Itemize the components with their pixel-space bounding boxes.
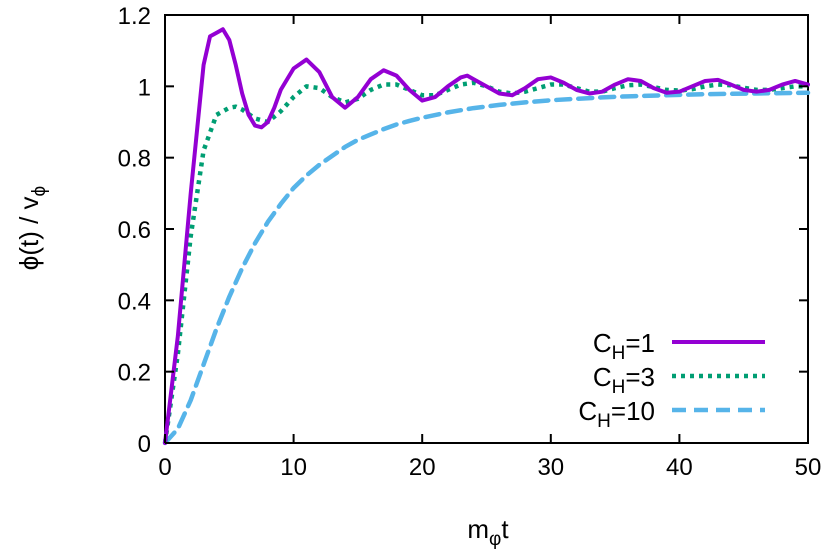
legend-label-2: CH=3 <box>593 362 655 398</box>
x-tick-label: 30 <box>537 454 564 481</box>
x-tick-label: 10 <box>280 454 307 481</box>
series-line-2 <box>162 80 808 444</box>
legend: CH=1CH=3CH=10 <box>578 328 765 432</box>
x-axis-title: mφt <box>467 514 509 550</box>
y-axis-title: ϕ(t) / vϕ <box>14 186 50 270</box>
y-tick-label: 0.4 <box>118 288 151 315</box>
y-tick-label: 0.6 <box>118 217 151 244</box>
x-tick-label: 40 <box>666 454 693 481</box>
x-tick-label: 50 <box>795 454 822 481</box>
x-tick-label: 20 <box>409 454 436 481</box>
y-tick-label: 1.2 <box>118 3 151 30</box>
x-tick-label: 0 <box>158 454 171 481</box>
y-tick-label: 0.2 <box>118 360 151 387</box>
ticks-layer: 0 10 20 30 40 50 0 0.2 0.4 0.6 0.8 1 1.2 <box>118 3 822 481</box>
y-tick-label: 1 <box>138 74 151 101</box>
series-line-3 <box>162 90 811 446</box>
legend-label-1: CH=1 <box>593 328 655 364</box>
y-tick-label: 0.8 <box>118 146 151 173</box>
series-layer <box>162 27 811 446</box>
y-tick-label: 0 <box>138 431 151 458</box>
series-line-1 <box>163 27 810 445</box>
legend-label-3: CH=10 <box>578 396 655 432</box>
